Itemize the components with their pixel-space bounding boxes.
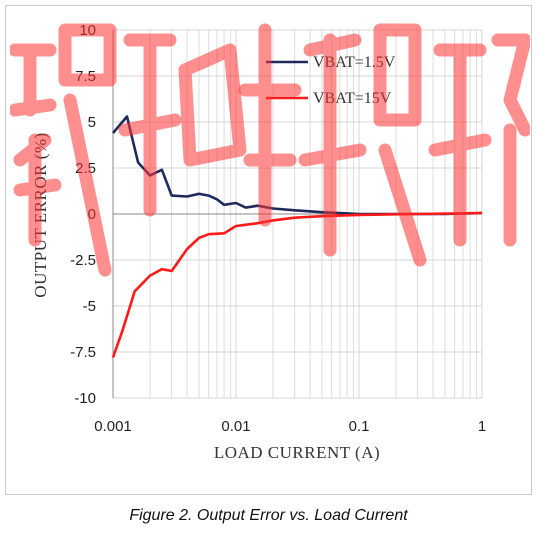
figure-caption: Figure 2. Output Error vs. Load Current: [129, 507, 408, 524]
output-error-chart: 10 7.5 5 2.5 0 -2.5 -5 -7.5 -10 0.001 0.01 0.1 1 VBA…: [31, 22, 486, 462]
x-tick-label: 0.001: [94, 418, 132, 435]
series-layer: [111, 115, 483, 358]
x-tick-label: 0.1: [349, 418, 370, 435]
y-tick-label: -7.5: [70, 344, 96, 361]
x-axis-title: LOAD CURRENT (A): [214, 443, 380, 462]
x-tick-label: 0.01: [221, 418, 250, 435]
tick-labels: 10 7.5 5 2.5 0 -2.5 -5 -7.5 -10 0.001 0.01 0.1 1: [70, 22, 486, 435]
series-line-vbat-1-5v: [112, 115, 483, 216]
x-tick-label: 1: [478, 418, 486, 435]
legend-label-vbat-1-5v: VBAT=1.5V: [313, 54, 396, 71]
y-tick-label: -10: [74, 390, 96, 407]
y-tick-label: 7.5: [75, 68, 96, 85]
y-tick-label: 10: [79, 22, 96, 39]
y-tick-label: 0: [88, 206, 96, 223]
y-axis-title: OUTPUT ERROR (%): [31, 132, 50, 297]
series-line-vbat-15v: [111, 211, 483, 358]
y-tick-label: -5: [83, 298, 96, 315]
legend: VBAT=1.5V VBAT=15V: [266, 54, 396, 107]
y-tick-label: -2.5: [70, 252, 96, 269]
figure-frame: [5, 5, 532, 495]
y-tick-label: 2.5: [75, 160, 96, 177]
y-tick-label: 5: [88, 114, 96, 131]
legend-label-vbat-15v: VBAT=15V: [313, 90, 392, 107]
